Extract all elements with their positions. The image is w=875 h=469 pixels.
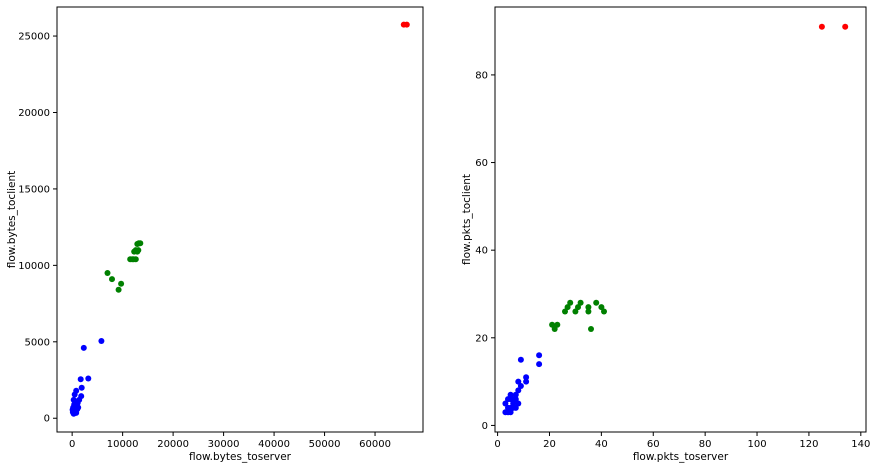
x-tick-label: 20 [543,439,556,450]
data-point-s0-8 [71,391,78,398]
plot-frame [494,6,867,433]
y-tick-label: 80 [475,70,488,81]
data-point-s0-0 [517,356,524,363]
data-point-s0-24 [75,404,82,411]
data-point-s0-23 [73,409,80,416]
data-point-s1-11 [588,326,594,332]
data-point-s1-14 [601,308,607,315]
data-point-s1-10 [585,308,592,315]
data-point-s0-20 [505,409,511,416]
data-point-s0-17 [505,404,511,411]
data-point-s0-8 [512,391,519,398]
x-tick-label: 140 [851,439,870,450]
x-tick-label: 40000 [258,439,290,450]
data-point-s1-2 [115,286,122,293]
data-point-s0-14 [502,400,509,407]
data-point-s0-12 [510,400,517,407]
data-point-s1-6 [572,308,579,315]
x-tick-label: 20000 [157,439,189,450]
x-tick-label: 10000 [107,439,139,450]
data-point-s1-12 [593,299,600,306]
data-point-s1-1 [551,326,558,332]
y-tick-label: 5000 [25,337,50,348]
data-point-s1-5 [567,299,574,306]
data-point-s1-14 [137,240,144,247]
data-point-s0-5 [515,378,522,385]
y-tick-label: 20 [475,333,488,344]
y-axis-ticks: 0 5000 10000 15000 20000 25000 [18,32,57,425]
y-tick-label: 25000 [18,32,50,43]
x-axis-ticks: 0 20 40 60 80 100 120 140 [494,432,870,450]
y-axis-ticks: 0 20 40 60 80 [475,70,495,432]
x-axis-label: flow.pkts_toserver [633,451,729,463]
data-point-s0-23 [512,396,519,403]
x-tick-label: 120 [799,439,818,450]
y-tick-label: 10000 [18,261,50,272]
data-point-s0-22 [507,396,514,403]
data-point-s1-7 [575,304,581,311]
x-tick-label: 50000 [309,439,341,450]
data-point-s1-3 [118,280,125,287]
data-point-s1-4 [564,304,571,311]
data-point-s1-0 [549,321,556,328]
data-point-s2-1 [842,23,849,30]
y-tick-label: 15000 [18,184,50,195]
y-axis-label: flow.bytes_toclient [6,171,18,269]
x-tick-label: 30000 [208,439,240,450]
plot-frame [56,6,424,433]
data-point-s0-4 [78,384,85,391]
x-tick-label: 100 [747,439,766,450]
data-point-s0-21 [510,404,517,411]
data-point-s0-6 [517,383,524,389]
x-tick-label: 0 [494,439,500,450]
data-point-s0-3 [77,376,84,383]
data-point-s2-1 [403,21,410,28]
y-axis-label: flow.pkts_toclient [461,174,473,265]
data-point-s0-7 [515,387,522,394]
data-point-s0-9 [507,391,514,398]
x-axis-ticks: 0 10000 20000 30000 40000 50000 60000 [69,432,391,450]
x-tick-label: 80 [699,439,712,450]
chart-packets: 0 20 40 60 80 100 120 140 0 20 40 60 80 flow.pkts_t… [461,6,870,463]
x-axis-label: flow.bytes_toserver [189,451,292,463]
points-layer [69,21,410,417]
data-point-s1-8 [577,299,584,306]
data-point-s0-2 [85,375,92,382]
chart-bytes: 0 10000 20000 30000 40000 50000 60000 0 5000 100… [6,6,424,463]
data-point-s0-2 [536,361,543,368]
data-point-s1-3 [562,308,568,315]
data-point-s0-4 [523,378,530,385]
x-tick-label: 60 [647,439,660,450]
y-tick-label: 40 [475,246,488,257]
data-point-s1-9 [585,304,592,311]
data-point-s0-0 [80,344,87,351]
data-point-s1-7 [132,256,139,263]
data-point-s0-1 [536,352,543,359]
y-tick-label: 0 [44,414,50,425]
data-point-s1-13 [598,304,605,311]
data-point-s0-3 [523,374,530,381]
data-point-s0-1 [98,338,105,344]
y-tick-label: 20000 [18,108,50,119]
y-tick-label: 0 [482,421,488,432]
x-tick-label: 60000 [359,439,391,450]
data-point-s2-0 [818,23,825,30]
points-layer [502,23,849,416]
data-point-s1-1 [109,276,115,283]
data-point-s1-11 [135,247,142,254]
data-point-s0-13 [515,400,522,407]
x-tick-label: 40 [595,439,608,450]
data-point-s1-0 [104,270,111,276]
x-tick-label: 0 [69,439,75,450]
data-point-s1-2 [554,321,561,328]
y-tick-label: 60 [475,158,488,169]
